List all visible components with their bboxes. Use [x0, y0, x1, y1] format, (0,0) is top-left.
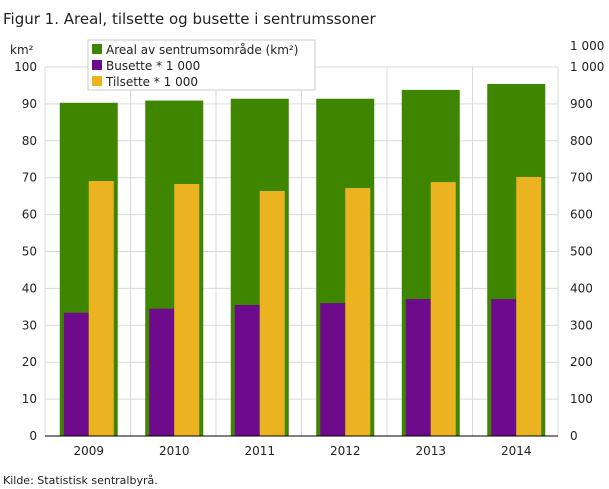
y2-tick-label: 300 — [570, 318, 593, 332]
legend-box — [87, 39, 316, 91]
y2-tick-label: 700 — [570, 171, 593, 185]
bar-tilsette — [345, 188, 371, 436]
bar-busette — [491, 299, 517, 436]
legend-swatch — [92, 60, 102, 70]
bar-busette — [405, 299, 431, 436]
legend-label: Busette * 1 000 — [106, 59, 200, 73]
y2-tick-label: 500 — [570, 245, 593, 259]
x-tick-label: 2009 — [73, 444, 104, 458]
source-note: Kilde: Statistisk sentralbyrå. — [3, 474, 158, 487]
x-tick-label: 2011 — [244, 444, 275, 458]
x-tick-label: 2013 — [415, 444, 446, 458]
legend-swatch — [92, 44, 102, 54]
legend-label: Tilsette * 1 000 — [105, 75, 198, 89]
y-tick-label: 50 — [22, 245, 37, 259]
bar-tilsette — [516, 176, 542, 436]
y2-tick-label: 0 — [570, 429, 578, 443]
legend-swatch — [92, 76, 102, 86]
y2-tick-label: 600 — [570, 208, 593, 222]
y-tick-label: 60 — [22, 208, 37, 222]
y-tick-label: 0 — [29, 429, 37, 443]
y2-tick-label: 200 — [570, 355, 593, 369]
y-tick-label: 80 — [22, 134, 37, 148]
y2-tick-label: 100 — [570, 392, 593, 406]
y2-tick-label: 1 000 — [570, 60, 604, 74]
y-tick-label: 20 — [22, 355, 37, 369]
x-tick-label: 2010 — [159, 444, 190, 458]
x-tick-label: 2012 — [330, 444, 361, 458]
y-tick-label: 70 — [22, 171, 37, 185]
y2-tick-label: 900 — [570, 97, 593, 111]
y-tick-label: 30 — [22, 318, 37, 332]
y-tick-label: 10 — [22, 392, 37, 406]
y-tick-label: 40 — [22, 281, 37, 295]
bar-busette — [320, 303, 346, 436]
y-axis-label: km² — [10, 43, 34, 57]
bar-busette — [234, 305, 260, 436]
y2-tick-label: 400 — [570, 281, 593, 295]
y2-tick-label: 800 — [570, 134, 593, 148]
bar-busette — [63, 312, 89, 436]
chart-title: Figur 1. Areal, tilsette og busette i se… — [3, 10, 376, 28]
bar-tilsette — [430, 182, 456, 436]
bar-busette — [149, 308, 175, 436]
y-tick-label: 100 — [14, 60, 37, 74]
y-tick-label: 90 — [22, 97, 37, 111]
bar-tilsette — [259, 190, 285, 436]
bar-tilsette — [88, 181, 114, 436]
y2-axis-label: 1 000 — [570, 39, 604, 53]
x-tick-label: 2014 — [501, 444, 532, 458]
bar-tilsette — [174, 183, 200, 436]
legend-label: Areal av sentrumsområde (km²) — [106, 43, 298, 57]
